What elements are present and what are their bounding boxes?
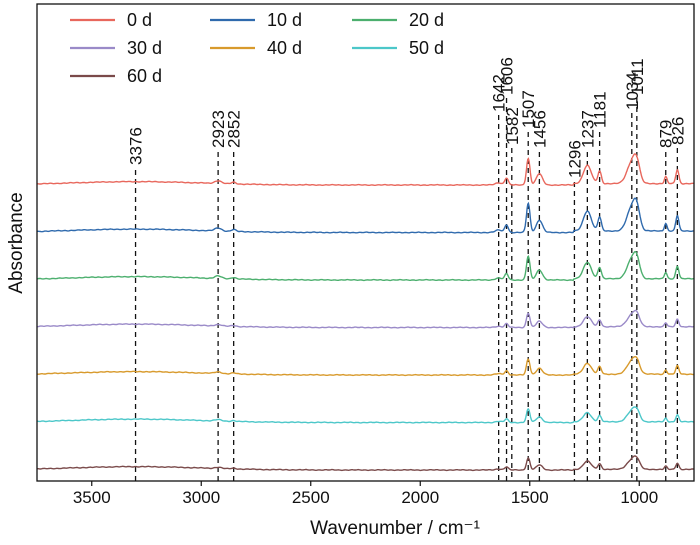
peak-label: 1011 [628,58,647,95]
x-tick-label: 3500 [73,488,111,507]
peak-label: 2923 [209,110,228,148]
plot-frame [36,3,695,482]
series-line-10d [36,197,694,234]
peak-label: 1034 [623,72,642,110]
peak-label: 1507 [519,90,538,128]
legend-label: 20 d [409,10,444,30]
peak-label: 1181 [591,91,610,128]
peak-label: 1237 [578,110,597,148]
legend: 0 d 10 d 20 d 30 d 40 d 50 d 60 d [70,10,444,86]
peak-label: 1606 [498,57,517,95]
x-tick-label: 1000 [620,488,658,507]
series-line-50d [36,406,695,424]
legend-label: 10 d [267,10,302,30]
peak-label: 1642 [490,74,509,112]
peak-label: 2852 [225,110,244,148]
x-tick-label: 3000 [182,488,220,507]
peak-label: 1296 [565,140,584,178]
x-tick-label: 1500 [511,488,549,507]
series-line-60d [37,455,695,472]
x-tick-label: 2500 [292,488,330,507]
legend-label: 30 d [127,38,162,58]
series-line-0d [37,153,695,187]
series-line-20d [36,251,695,282]
x-tick-label: 2000 [401,488,439,507]
peak-label: 1456 [530,110,549,148]
peak-label: 1582 [503,107,522,145]
x-axis-title: Wavenumber / cm⁻¹ [310,518,480,539]
legend-label: 60 d [127,66,162,86]
series-group [36,153,695,472]
y-axis-title: Absorbance [6,192,27,293]
legend-label: 50 d [409,38,444,58]
series-line-30d [37,309,695,329]
peak-label: 879 [657,120,676,148]
legend-label: 0 d [127,10,152,30]
peak-label: 3376 [127,127,146,165]
axes: 3500 3000 2500 2000 1500 1000 [36,3,695,507]
series-line-40d [36,356,694,377]
peak-label: 826 [668,117,687,145]
peak-lines [134,98,679,481]
legend-label: 40 d [267,38,302,58]
